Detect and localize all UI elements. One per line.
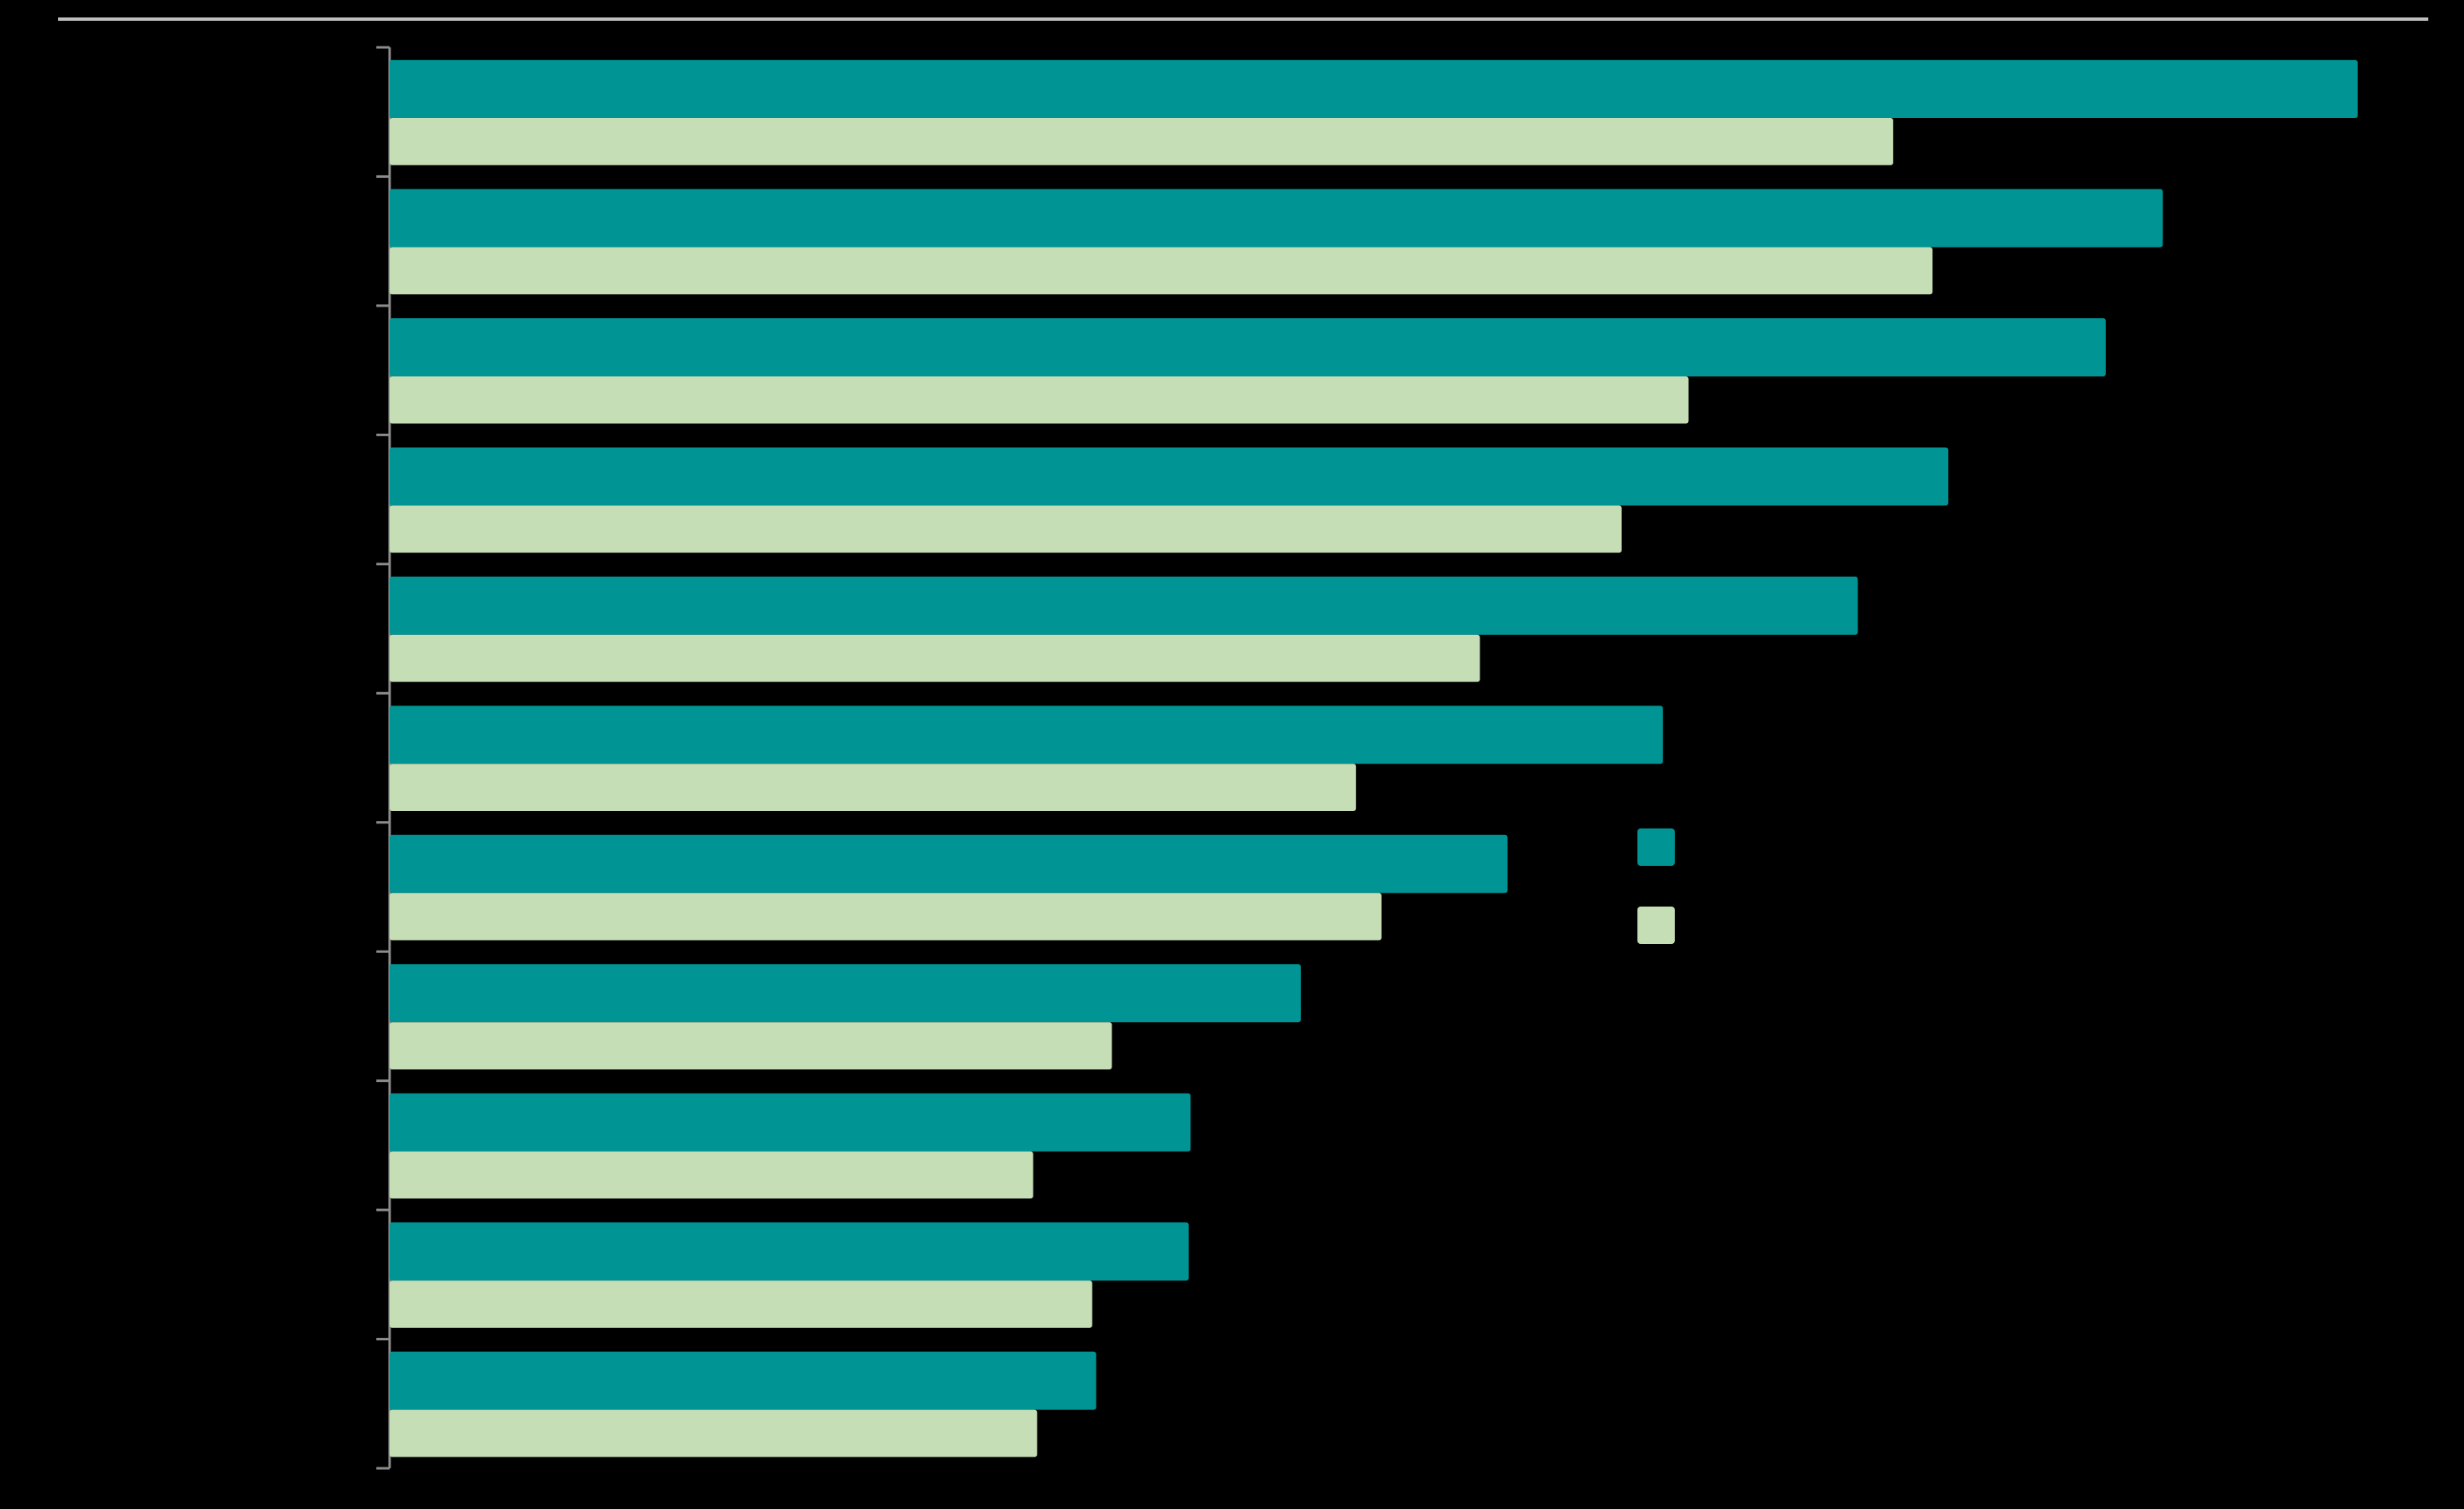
bar (390, 118, 1893, 165)
bar (390, 505, 1622, 553)
bar (390, 60, 2358, 119)
bar (390, 1222, 1189, 1281)
legend-swatch (1637, 907, 1675, 944)
bar (390, 189, 2163, 248)
bar (390, 1022, 1112, 1069)
bar (390, 892, 1382, 941)
bar (390, 1151, 1033, 1199)
bar (390, 317, 2106, 376)
bar (390, 764, 1357, 812)
bar (390, 634, 1480, 682)
bar (390, 705, 1663, 764)
bar (390, 834, 1508, 893)
bar (390, 1351, 1097, 1410)
bar (390, 1409, 1038, 1457)
bar (390, 576, 1858, 635)
legend-swatch (1637, 828, 1675, 866)
bar (390, 1280, 1092, 1328)
bar (390, 447, 1949, 506)
bar (390, 247, 1933, 295)
bar (390, 376, 1689, 424)
bar (390, 964, 1301, 1023)
bar (390, 1093, 1191, 1152)
